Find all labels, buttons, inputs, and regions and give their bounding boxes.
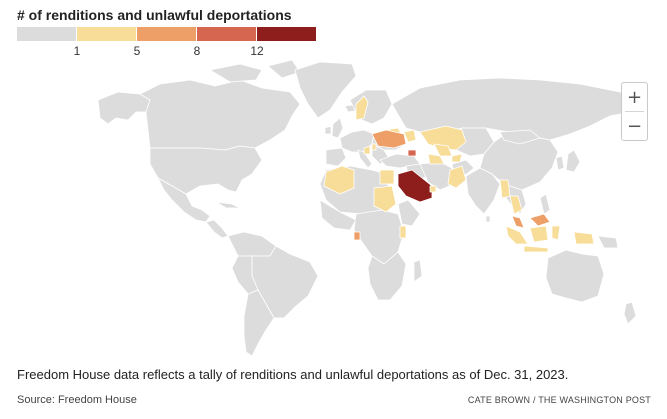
legend-tick-12: 12 [250, 44, 264, 58]
country-horn-of-africa [397, 199, 421, 227]
country-turkmenistan-highlight [427, 153, 445, 165]
country-korea [555, 155, 565, 171]
country-mexico [157, 177, 211, 223]
country-colombia-venezuela [227, 231, 277, 257]
legend-swatch-4 [257, 27, 316, 41]
country-canada [139, 79, 301, 151]
source-note: Source: Freedom House [17, 394, 137, 406]
country-equatorial-guinea-highlight [353, 231, 361, 241]
zoom-in-button[interactable]: + [622, 83, 647, 111]
country-cuba [215, 201, 241, 209]
country-new-zealand [623, 301, 637, 325]
country-canada-islands-2 [267, 60, 301, 79]
legend-swatch-3 [197, 27, 256, 41]
country-australia [545, 249, 605, 303]
legend-title: # of renditions and unlawful deportation… [17, 7, 292, 23]
country-indonesia-papua-highlight [573, 231, 595, 245]
country-egypt-highlight [379, 169, 395, 185]
country-uae-highlight [429, 185, 437, 193]
country-argentina-chile [243, 289, 275, 357]
country-canada-islands [209, 63, 263, 83]
legend-tick-1: 1 [73, 44, 81, 58]
legend-swatch-1 [77, 27, 136, 41]
country-alaska [97, 91, 151, 125]
country-ukraine-highlight [371, 129, 407, 149]
country-thailand-highlight [509, 195, 523, 215]
country-serbia-highlight [363, 145, 371, 155]
legend-swatch-2 [137, 27, 196, 41]
country-japan [565, 149, 581, 173]
legend-color-scale [17, 27, 316, 41]
country-malaysia-borneo-highlight [529, 213, 551, 227]
country-kazakhstan-highlight [419, 125, 467, 151]
country-india [465, 167, 501, 215]
legend-swatch-0 [17, 27, 76, 41]
zoom-control: + − [621, 82, 648, 141]
country-sri-lanka [485, 215, 491, 223]
country-iberia [325, 147, 347, 167]
country-tajikistan-highlight [451, 153, 463, 163]
country-philippines [539, 193, 551, 215]
country-russia-south-highlight [403, 129, 417, 143]
map-caption: Freedom House data reflects a tally of r… [17, 367, 569, 382]
country-mongolia [499, 129, 541, 145]
country-moldova-highlight [371, 143, 377, 151]
country-indonesia-java-highlight [523, 245, 549, 253]
country-malaysia-highlight [511, 215, 525, 229]
country-georgia-highlight [407, 149, 417, 157]
country-png [597, 235, 619, 249]
country-italy [357, 149, 373, 169]
country-indonesia-sulawesi-highlight [551, 225, 561, 241]
legend-tick-8: 8 [193, 44, 201, 58]
zoom-divider [625, 111, 644, 112]
country-uk [331, 117, 344, 139]
country-myanmar-highlight [499, 179, 511, 199]
country-saudi-arabia-highlight [397, 169, 433, 203]
zoom-out-button[interactable]: − [622, 112, 647, 140]
country-kenya-highlight [399, 225, 407, 239]
country-algeria-highlight [323, 165, 355, 195]
country-sudan-highlight [373, 185, 397, 213]
country-southern-africa [367, 251, 407, 301]
legend-tick-5: 5 [133, 44, 141, 58]
country-west-africa [319, 199, 357, 231]
country-greenland [294, 61, 357, 119]
world-map[interactable] [0, 60, 667, 360]
country-madagascar [413, 259, 423, 283]
country-ireland [324, 125, 332, 135]
country-indonesia-kalimantan-highlight [529, 225, 549, 243]
credit-line: CATE BROWN / THE WASHINGTON POST [467, 395, 651, 405]
country-sweden-highlight [355, 95, 369, 121]
country-indonesia-sumatra-highlight [505, 225, 529, 245]
country-central-america [205, 219, 229, 239]
country-pakistan-highlight [447, 165, 467, 189]
